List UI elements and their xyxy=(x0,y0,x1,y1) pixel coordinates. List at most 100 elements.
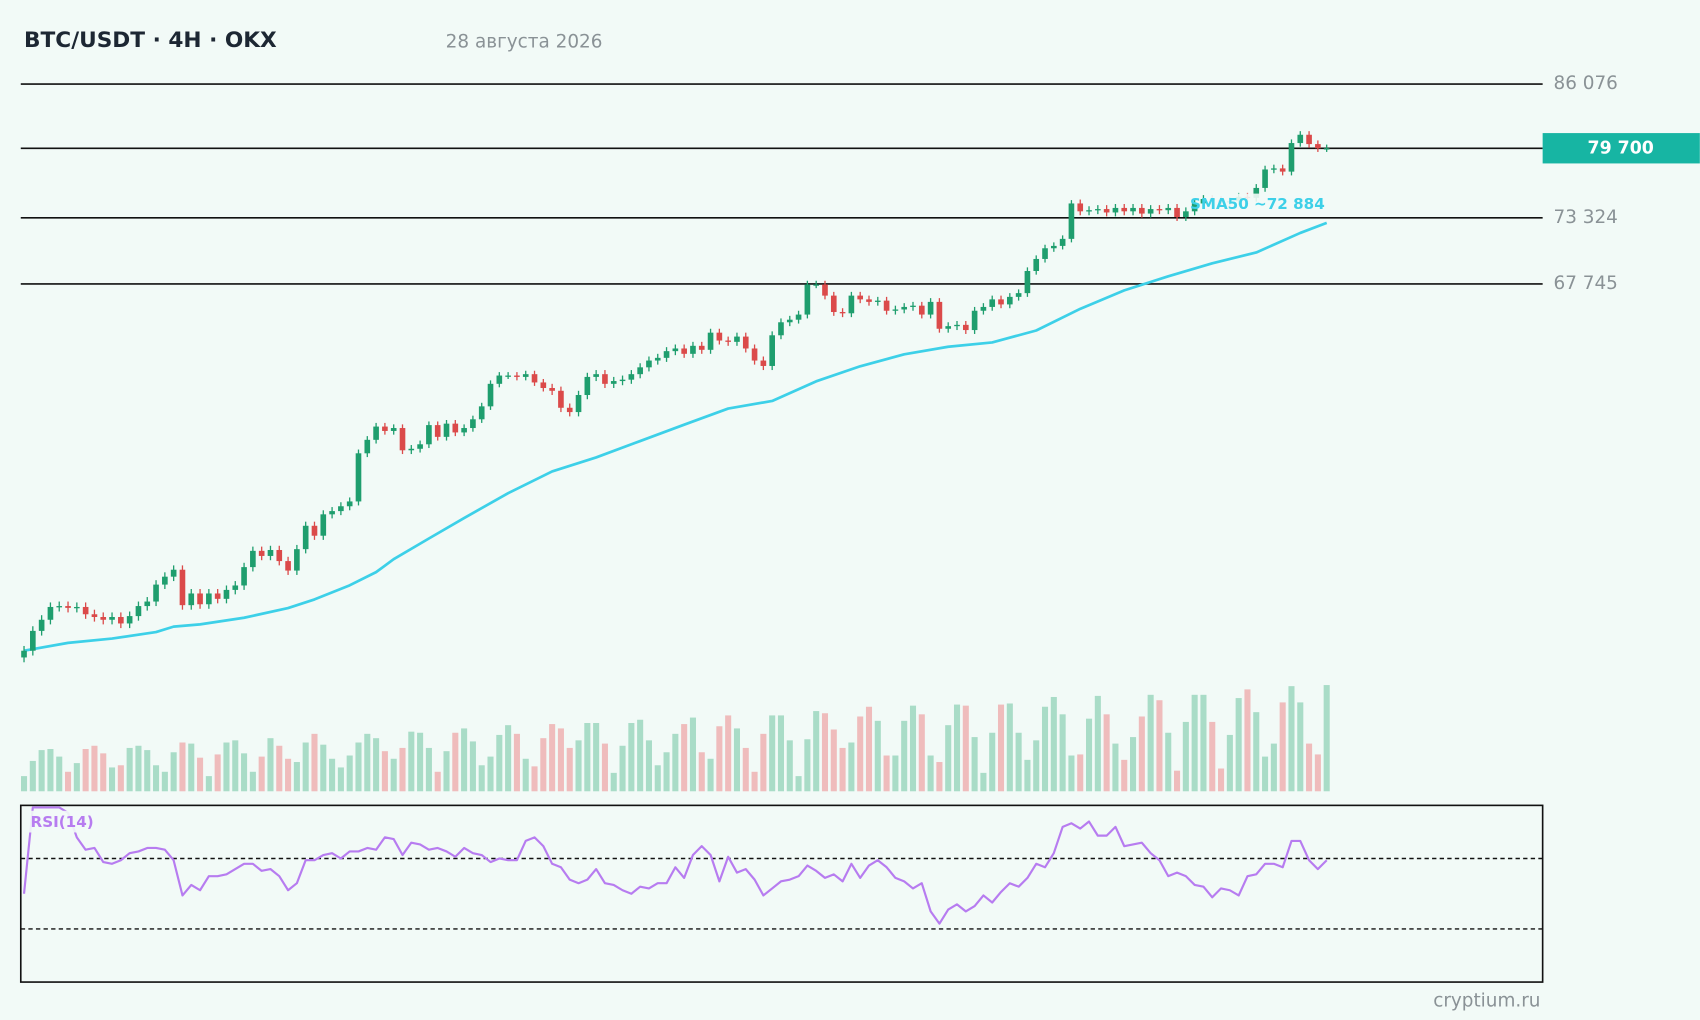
volume-bar xyxy=(1015,732,1022,792)
volume-bar xyxy=(918,714,925,792)
candle-body xyxy=(338,506,344,512)
candle-body xyxy=(575,395,582,413)
candle-body xyxy=(1271,168,1277,170)
volume-bar xyxy=(1253,712,1260,792)
volume-bar xyxy=(364,733,371,792)
volume-bar xyxy=(302,742,309,792)
y-tick-label: 73 324 xyxy=(1553,207,1617,228)
volume-bar xyxy=(672,733,679,792)
volume-bar xyxy=(1138,716,1145,792)
candle-body xyxy=(883,300,890,311)
volume-bar xyxy=(786,740,793,792)
volume-bar xyxy=(989,732,996,792)
volume-bar xyxy=(883,755,890,792)
volume-bar xyxy=(813,711,820,792)
volume-bar xyxy=(733,728,741,792)
candle-body xyxy=(1103,209,1110,213)
volume-bar xyxy=(267,738,274,792)
volume-bar xyxy=(1182,721,1189,792)
candle-body xyxy=(866,299,872,302)
candle-body xyxy=(417,444,423,449)
candle-body xyxy=(1315,144,1321,149)
volume-bar xyxy=(522,758,529,792)
volume-bar xyxy=(443,751,450,792)
last-price-tag xyxy=(1542,133,1700,164)
volume-bar xyxy=(337,767,344,792)
candle-body xyxy=(144,601,151,607)
volume-bar xyxy=(452,732,459,792)
volume-bar xyxy=(663,752,670,792)
candle-body xyxy=(478,406,485,420)
volume-bar xyxy=(716,726,723,792)
volume-bar xyxy=(65,771,72,792)
candle-body xyxy=(426,425,432,445)
candle-body xyxy=(654,357,661,361)
volume-bar xyxy=(1279,702,1286,792)
candle-body xyxy=(1253,187,1260,198)
candle-body xyxy=(910,305,916,307)
volume-bar xyxy=(953,704,961,792)
volume-bar xyxy=(980,772,987,792)
candle-body xyxy=(364,439,371,454)
candle-body xyxy=(276,549,283,562)
volume-bar xyxy=(91,745,98,792)
candle-body xyxy=(760,360,767,366)
volume-bar xyxy=(241,753,248,792)
volume-bar xyxy=(311,733,318,792)
volume-bar xyxy=(179,742,186,792)
candle-body xyxy=(38,619,45,631)
volume-bar xyxy=(575,740,582,792)
volume-bar xyxy=(417,732,424,792)
candle-body xyxy=(232,585,239,590)
candle-body xyxy=(566,407,573,413)
volume-bar xyxy=(1130,737,1137,792)
volume-bar xyxy=(153,765,160,792)
candle-body xyxy=(584,376,591,396)
candle-body xyxy=(989,299,996,307)
candle-body xyxy=(197,593,203,605)
volume-bar xyxy=(909,705,917,792)
volume-bar xyxy=(1024,759,1031,792)
volume-bar xyxy=(1094,695,1101,792)
candle-body xyxy=(690,345,696,354)
volume-bar xyxy=(593,722,600,792)
candle-body xyxy=(1042,248,1048,259)
candle-body xyxy=(241,567,247,586)
candle-body xyxy=(1147,209,1154,214)
candle-body xyxy=(382,426,388,431)
candle-body xyxy=(100,617,107,620)
y-tick-label: 86 076 xyxy=(1553,73,1617,94)
candle-body xyxy=(91,614,98,618)
candle-body xyxy=(980,306,987,311)
volume-bar xyxy=(38,750,45,792)
volume-bar xyxy=(1006,703,1013,792)
candle-body xyxy=(1051,245,1057,249)
volume-bar xyxy=(1033,740,1040,792)
candle-body xyxy=(390,428,397,431)
candle-body xyxy=(1156,209,1163,211)
chart-title: BTC/USDT · 4H · OKX xyxy=(24,28,277,53)
volume-bar xyxy=(584,722,591,792)
volume-bar xyxy=(1165,732,1172,792)
volume-bar xyxy=(619,745,626,792)
candle-body xyxy=(135,606,142,617)
volume-bar xyxy=(1323,685,1330,792)
candle-body xyxy=(1288,143,1295,172)
candle-body xyxy=(1139,207,1145,214)
candle-body xyxy=(1191,203,1198,212)
volume-bar xyxy=(346,755,353,792)
candle-body xyxy=(558,390,564,408)
volume-bar xyxy=(1174,770,1181,792)
volume-bar xyxy=(135,745,142,792)
volume-bar xyxy=(20,776,28,792)
volume-bar xyxy=(469,741,476,792)
candle-body xyxy=(311,525,318,536)
candle-body xyxy=(505,375,511,377)
source: cryptium.ru xyxy=(1433,991,1540,1012)
candle-body xyxy=(892,309,899,311)
candle-body xyxy=(918,305,925,315)
volume-bar xyxy=(1059,714,1066,792)
candle-body xyxy=(65,606,71,608)
volume-bar xyxy=(1270,743,1277,792)
volume-bar xyxy=(610,772,617,792)
